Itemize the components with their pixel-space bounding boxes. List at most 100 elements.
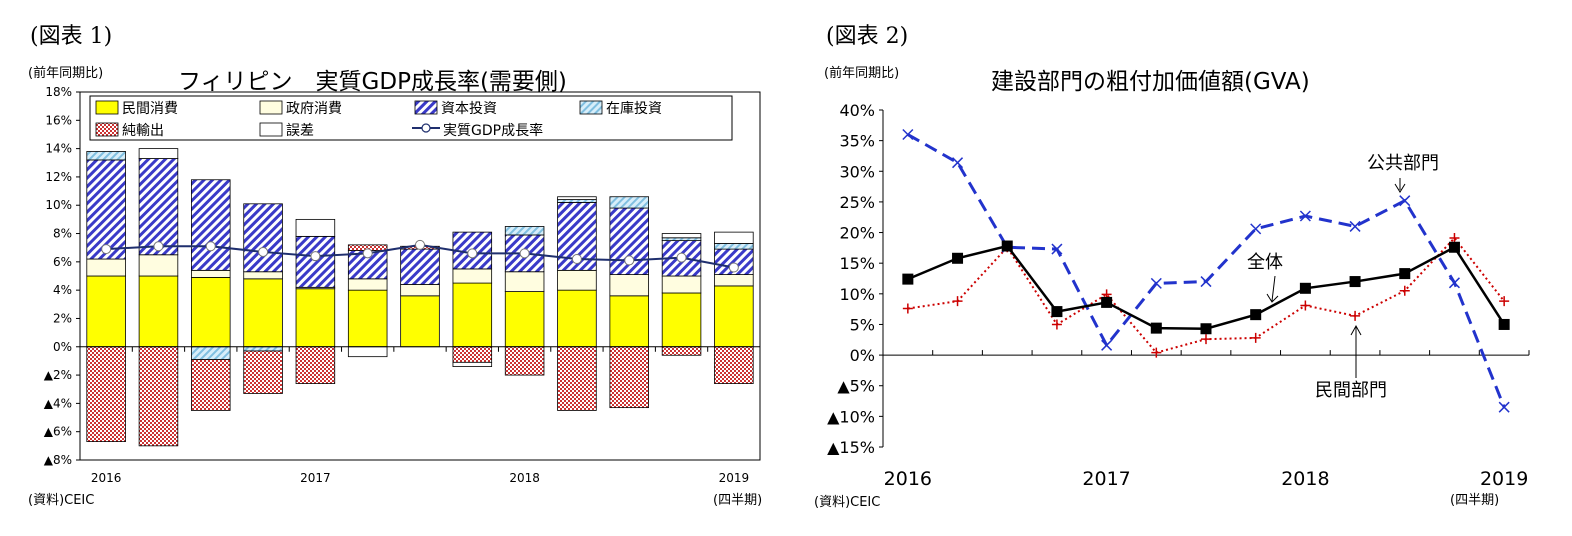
bar-capital-investment [400,248,440,285]
overall-point [952,252,964,264]
bar-government-consumption [661,275,702,294]
bar-capital-investment [138,158,179,256]
legend-swatch-capital-investment [414,100,438,115]
public-sector-point [902,128,914,141]
y-tick-label: 40% [839,101,875,120]
bar-net-exports [295,346,336,384]
overall-point [1200,323,1212,335]
annotation-arrow-private [1350,324,1362,378]
y-tick-label: ▲4% [44,396,72,410]
public-sector-point [1299,210,1311,222]
x-tick-label: 2019 [1480,468,1528,490]
x-tick-label: 2019 [719,471,750,485]
overall-point [1051,306,1063,318]
bar-private-consumption [504,291,545,348]
y-tick-label: 5% [850,315,875,334]
gdp-growth-point [571,254,582,265]
bar-private-consumption [191,277,231,348]
private-sector-point [1201,334,1211,345]
y-tick-label: ▲8% [44,453,72,467]
public-sector-point [1399,195,1411,207]
legend-swatch-errors [259,122,283,137]
bar-inventory-investment [191,346,231,360]
bar-inventory-investment [86,151,126,161]
bar-private-consumption [347,289,388,348]
figure-label-2: (図表 2) [826,24,909,49]
chart-title-1: フィリピン 実質GDP成長率(需要側) [178,69,567,95]
overall-point [1250,309,1262,321]
legend-marker-gdp [421,123,431,133]
bar-private-consumption [243,278,283,348]
public-sector-point [1498,401,1510,413]
bar-errors [452,361,493,367]
overall-point [1101,296,1113,308]
bar-private-consumption [295,288,336,348]
legend-box [89,95,733,141]
public-sector-point [952,157,964,169]
annotation-arrow-overall [1266,275,1279,303]
period-label-2: (四半期) [1450,493,1500,508]
period-label-1: (四半期) [713,493,763,508]
y-tick-label: ▲15% [827,438,875,457]
y-tick-label: 12% [45,170,72,184]
public-sector-point [1150,277,1162,289]
y-tick-label: ▲2% [44,368,72,382]
x-tick-label: 2016 [91,471,122,485]
public-sector-point [1101,339,1113,351]
annotation-private: 民間部門 [1315,380,1387,401]
private-sector-point [1300,300,1311,311]
public-sector-line [907,133,1506,408]
gdp-growth-point [101,244,112,255]
legend-label: 民間消費 [122,101,178,117]
bar-government-consumption [138,254,179,277]
y-tick-label: 25% [839,193,875,212]
bar-private-consumption [400,295,440,348]
private-sector-point [902,303,913,314]
private-sector-point [1350,310,1361,321]
overall-point [1299,282,1311,294]
bar-inventory-investment [504,226,545,236]
legend-label: 政府消費 [286,101,342,117]
bar-capital-investment [295,235,336,288]
gdp-growth-point [467,248,478,259]
y-tick-label: 20% [839,224,875,243]
private-sector-point [1449,233,1460,244]
overall-point [1349,276,1361,288]
line-chart: 40% 35% 30% 25% 20% 15% 10% 5% 0% ▲5% ▲10% ▲15% 2016… [827,101,1530,490]
bar-net-exports [661,346,702,356]
legend-label: 実質GDP成長率 [443,122,543,139]
public-sector-point [1200,276,1212,288]
private-sector-point [1051,319,1062,330]
public-sector-point [1250,223,1262,235]
y-tick-label: 6% [53,255,72,269]
bar-government-consumption [504,271,545,292]
private-sector-point [1399,285,1410,296]
bar-government-consumption [86,258,126,277]
y-tick-label: 0% [850,346,875,365]
bar-government-consumption [714,274,754,287]
legend-label: 誤差 [286,123,314,139]
y-tick-label: 10% [839,285,875,304]
bar-government-consumption [609,274,649,297]
bar-private-consumption [452,282,493,348]
bar-net-exports [452,346,493,363]
overall-point [1498,318,1510,330]
gdp-growth-point [153,241,164,252]
overall-point [1001,240,1013,252]
plot-frame [79,91,761,461]
stacked-bar-chart: 18% 16% 14% 12% 10% 8% 6% 4% 2% 0% ▲2% ▲4% ▲6% ▲8% 201… [44,85,761,485]
public-sector-point [1448,277,1460,289]
overall-line [907,244,1506,330]
legend-swatch-private-consumption [95,100,119,115]
legend-label: 在庫投資 [606,100,662,117]
bar-capital-investment [86,159,126,260]
bar-private-consumption [661,292,702,348]
gdp-growth-point [519,248,530,259]
overall-point [902,273,914,285]
overall-point [1150,322,1162,334]
bar-net-exports [504,346,545,376]
y-tick-label: 10% [45,198,72,212]
bar-net-exports [714,346,754,384]
bar-errors [557,196,597,200]
figure-label-1: (図表 1) [30,24,113,49]
